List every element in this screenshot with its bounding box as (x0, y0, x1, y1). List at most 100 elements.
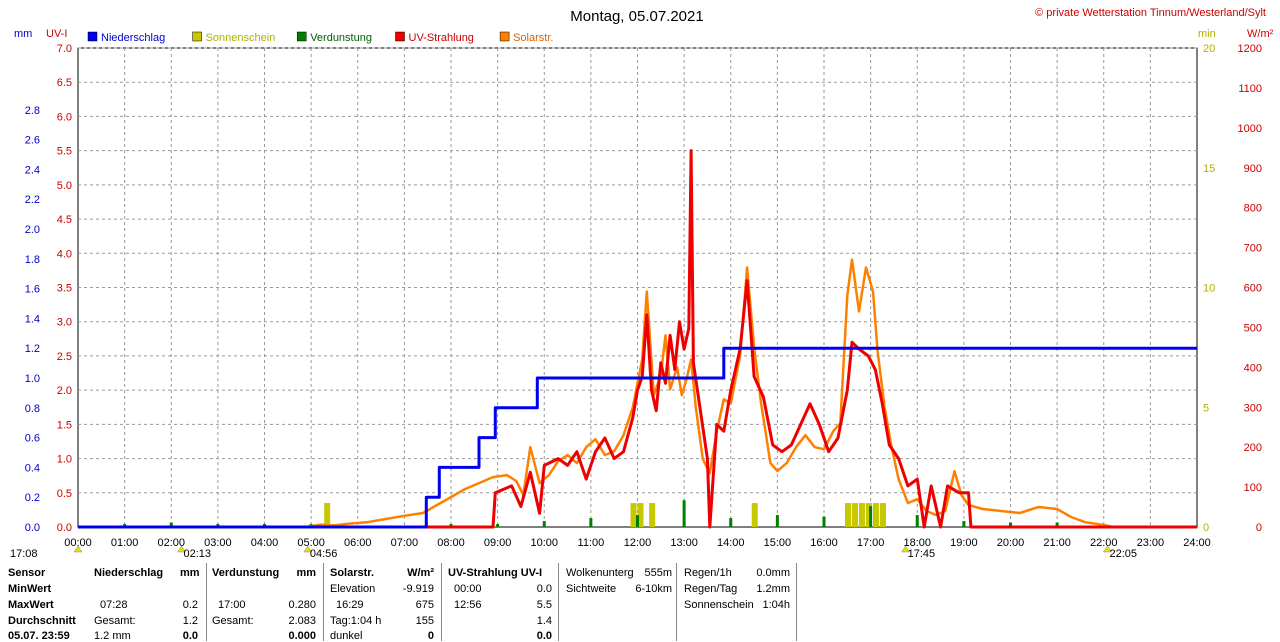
mm-tick-label: 0.6 (25, 433, 40, 445)
sicht-label: Sichtweite (566, 583, 617, 595)
mm-tick-label: 2.6 (25, 135, 40, 147)
table-header-rain: Niederschlag (94, 567, 164, 579)
legend-swatch (296, 31, 307, 42)
wm2-tick-label: 1000 (1238, 123, 1262, 135)
sunshine-bar (751, 503, 758, 527)
x-tick-label: 08:00 (437, 537, 465, 549)
wm2-tick-label: 100 (1244, 482, 1262, 494)
unit-wm2: W/m² (1247, 28, 1274, 40)
x-tick-label: 07:00 (391, 537, 419, 549)
x-tick-label: 22:00 (1090, 537, 1118, 549)
table-divider (206, 563, 207, 641)
table-col-sensor: Sensor MinWert MaxWert Durchschnitt 05.0… (8, 563, 88, 642)
event-time-label: 17:08 (10, 548, 38, 560)
uv-tick-label: 1.5 (57, 419, 72, 431)
row-label-last: 05.07. 23:59 (8, 630, 70, 642)
evap-gesamt-label: Gesamt: (212, 615, 254, 627)
chart-grid (77, 47, 1198, 528)
chart-axes: 00:00 01:00 02:00 03:00 04:00 05:00 06:00 07:00… (10, 43, 1262, 560)
evaporation-bar (915, 515, 919, 527)
uv-row4-val: 0.0 (536, 630, 552, 642)
wm2-tick-label: 200 (1244, 442, 1262, 454)
sicht-val: 6-10km (635, 583, 672, 595)
evaporation-bar (869, 506, 873, 527)
series-line-uvstrahlung (78, 149, 1197, 529)
mm-tick-label: 0.2 (25, 492, 40, 504)
uv-row1-val: 0.0 (536, 583, 552, 595)
wm2-tick-label: 300 (1244, 402, 1262, 414)
x-tick-label: 00:00 (64, 537, 92, 549)
table-header-uv: UV-Strahlung UV-I (448, 567, 543, 579)
x-tick-label: 19:00 (950, 537, 978, 549)
uv-row2-label: 12:56 (454, 599, 482, 611)
legend-label: Verdunstung (310, 32, 372, 44)
sonnenschein-val: 1:04h (762, 599, 790, 611)
rain-gesamt-label: Gesamt: (94, 615, 136, 627)
evaporation-bar (636, 515, 639, 527)
x-tick-label: 01:00 (111, 537, 139, 549)
uv-row1-label: 00:00 (454, 583, 482, 595)
sunshine-bar (637, 503, 644, 527)
min-tick-label: 10 (1203, 283, 1215, 295)
x-tick-label: 18:00 (903, 537, 931, 549)
mm-tick-label: 1.8 (25, 254, 40, 266)
x-tick-label: 24:00 (1183, 537, 1211, 549)
legend-label: UV-Strahlung (409, 32, 474, 44)
unit-uv: UV-I (46, 28, 67, 40)
evaporation-bar (542, 521, 546, 527)
x-tick-label: 23:00 (1137, 537, 1165, 549)
evaporation-bar (169, 522, 173, 527)
table-col-rain: Niederschlag mm 07:28 0.2 Gesamt: 1.2 1.… (94, 563, 204, 642)
wolken-label: Wolkenunterg (566, 567, 634, 579)
legend-swatch (87, 31, 98, 42)
sunshine-bar (858, 503, 865, 527)
evaporation-bar (775, 515, 779, 527)
mm-tick-label: 2.2 (25, 194, 40, 206)
legend-swatch (499, 31, 510, 42)
sunshine-bar (324, 503, 331, 527)
wm2-tick-label: 900 (1244, 163, 1262, 175)
evaporation-bar (962, 521, 966, 527)
wm2-tick-label: 600 (1244, 283, 1262, 295)
legend-label: Sonnenschein (206, 32, 276, 44)
table-divider (676, 563, 677, 641)
solar-row1-label: Elevation (330, 583, 376, 595)
uv-tick-label: 5.0 (57, 180, 72, 192)
uv-tick-label: 6.0 (57, 111, 72, 123)
uv-tick-label: 4.0 (57, 248, 72, 260)
x-tick-label: 21:00 (1043, 537, 1071, 549)
series-line-niederschlag (78, 346, 1197, 529)
uv-tick-label: 6.5 (57, 77, 72, 89)
x-tick-label: 14:00 (717, 537, 745, 549)
solar-unit: W/m² (407, 567, 434, 579)
evaporation-bar (589, 518, 593, 527)
uv-tick-label: 3.5 (57, 283, 72, 295)
event-marker-icon (73, 545, 83, 553)
legend-label: Niederschlag (101, 32, 165, 44)
solar-row4-val: 0 (427, 630, 434, 642)
wm2-tick-label: 800 (1244, 203, 1262, 215)
uv-tick-label: 1.0 (57, 454, 72, 466)
row-label-min: MinWert (8, 583, 52, 595)
wm2-tick-label: 700 (1244, 243, 1262, 255)
table-divider (796, 563, 797, 641)
mm-tick-label: 1.4 (25, 313, 40, 325)
regentag-label: Regen/Tag (684, 583, 738, 595)
legend-swatch (395, 31, 405, 42)
evaporation-bar (496, 524, 500, 527)
x-tick-label: 05:00 (297, 537, 325, 549)
solar-row3-label: Tag:1:04 h (330, 615, 382, 627)
solar-row1-val: -9.919 (402, 583, 434, 595)
summary-table: Sensor MinWert MaxWert Durchschnitt 05.0… (0, 563, 1280, 642)
sunshine-bar (649, 503, 656, 527)
uv-tick-label: 3.0 (57, 317, 72, 329)
rain-last-b: 0.0 (182, 630, 198, 642)
solar-row3-val: 155 (415, 615, 434, 627)
x-tick-label: 16:00 (810, 537, 838, 549)
evap-last-b: 0.000 (288, 630, 316, 642)
sunshine-bar (879, 503, 886, 527)
x-tick-label: 02:00 (157, 537, 185, 549)
wm2-tick-label: 400 (1244, 362, 1262, 374)
mm-tick-label: 1.6 (25, 284, 40, 296)
x-tick-label: 12:00 (624, 537, 652, 549)
